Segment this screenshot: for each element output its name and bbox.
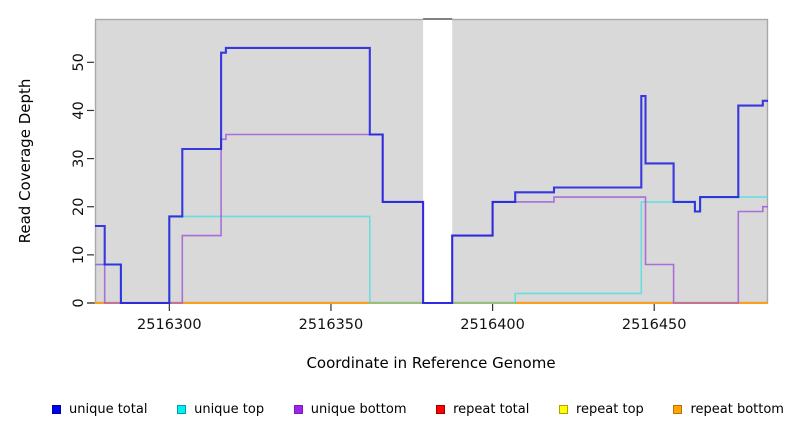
legend-item-unique-bottom: unique bottom [293, 401, 407, 417]
x-tick-label: 2516450 [622, 317, 687, 333]
series-unique-total-line [95, 46, 768, 305]
missing-data-region [423, 18, 453, 302]
legend-swatch-repeat-bottom [673, 404, 683, 414]
legend-item-unique-top: unique top [177, 402, 264, 417]
legend-label: unique total [69, 401, 148, 417]
legend-swatch-unique-total [52, 404, 61, 414]
y-tick-label: 20 [71, 198, 87, 216]
y-tick-label: 50 [71, 53, 87, 71]
legend: unique total unique top unique bottom repea… [52, 399, 784, 419]
x-tick-label: 2516400 [460, 317, 525, 333]
coverage-plot-canvas: Read Coverage Depth Coordinate in Refere… [16, 18, 769, 372]
legend-label: repeat top [576, 401, 644, 417]
legend-item-repeat-total: repeat total [436, 402, 529, 417]
legend-swatch-repeat-total [436, 404, 446, 414]
y-tick-label: 30 [71, 149, 87, 167]
legend-swatch-repeat-top [559, 404, 568, 414]
legend-label: unique bottom [310, 401, 407, 417]
legend-label: unique top [194, 401, 265, 417]
y-tick-label: 10 [71, 246, 87, 264]
x-axis-title: Coordinate in Reference Genome [306, 354, 555, 372]
x-tick-label: 2516350 [299, 317, 364, 333]
x-tick-label: 2516300 [137, 317, 202, 333]
legend-item-unique-total: unique total [52, 402, 147, 417]
legend-item-repeat-top: repeat top [559, 402, 644, 417]
legend-label: repeat total [453, 401, 530, 417]
legend-label: repeat bottom [690, 401, 784, 417]
legend-swatch-unique-bottom [293, 404, 303, 414]
y-tick-label: 0 [71, 298, 87, 307]
legend-swatch-unique-top [177, 404, 187, 414]
y-tick-label: 40 [71, 101, 87, 119]
y-axis-title: Read Coverage Depth [16, 79, 34, 244]
legend-item-repeat-bottom: repeat bottom [673, 402, 784, 417]
